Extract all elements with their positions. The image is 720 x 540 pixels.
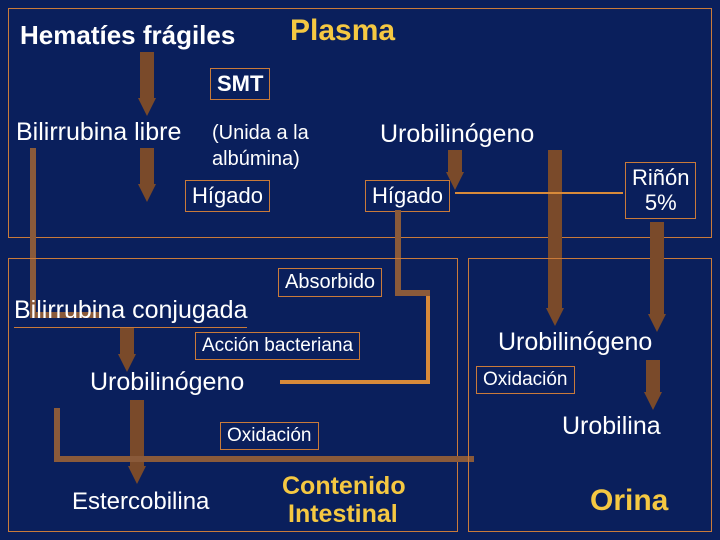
conn-uro-abs-v: [426, 296, 430, 384]
conn-left-right-h2: [54, 456, 474, 462]
arrow-rinon-down-head: [648, 314, 666, 332]
oxidacion-left-box: Oxidación: [220, 422, 319, 450]
urobilinogeno-right: Urobilinógeno: [498, 328, 652, 357]
arrow-conj-down: [120, 328, 134, 356]
urobilinogeno-left: Urobilinógeno: [90, 368, 244, 397]
arrow-uro-esterc-head: [128, 466, 146, 484]
conn-higado-rinon: [455, 192, 623, 194]
intestinal: Intestinal: [288, 500, 398, 529]
higado1-box: Hígado: [185, 180, 270, 212]
absorbido-box: Absorbido: [278, 268, 382, 297]
smt-box: SMT: [210, 68, 270, 100]
unida: (Unida a la: [212, 122, 309, 145]
hematies-label: Hematíes frágiles: [20, 20, 235, 51]
arrow-uro-right2-head: [644, 392, 662, 410]
urobilina: Urobilina: [562, 412, 661, 441]
higado2-box: Hígado: [365, 180, 450, 212]
oxidacion-left-text: Oxidación: [227, 425, 312, 446]
conn-left-right-h: [54, 408, 60, 460]
urobilinogeno-top: Urobilinógeno: [380, 120, 534, 149]
higado2-text: Hígado: [372, 183, 443, 208]
higado1-text: Hígado: [192, 183, 263, 208]
arrow-uro-right2: [646, 360, 660, 394]
conn-uro-abs-h: [280, 380, 430, 384]
arrow-rinon-down: [650, 222, 664, 316]
rinon-pct: 5%: [645, 190, 677, 215]
bilirrubina-libre: Bilirrubina libre: [16, 118, 181, 147]
accion-box: Acción bacteriana: [195, 332, 360, 360]
arrow-bl-down: [140, 148, 154, 186]
accion-text: Acción bacteriana: [202, 335, 353, 356]
rinon-text: Riñón: [632, 165, 689, 190]
absorbido-text: Absorbido: [285, 271, 375, 293]
smt-text: SMT: [217, 71, 263, 96]
arrow-bl-down-head: [138, 184, 156, 202]
estercobilina: Estercobilina: [72, 488, 209, 516]
contenido: Contenido: [282, 472, 406, 501]
arrow-uro-left-down: [448, 150, 462, 174]
arrow-hematies-down: [140, 52, 154, 100]
orina: Orina: [590, 484, 668, 518]
bilirrubina-conj: Bilirrubina conjugada: [14, 296, 247, 328]
arrow-hematies-down-head: [138, 98, 156, 116]
plasma-label: Plasma: [290, 14, 395, 48]
oxidacion-right-text: Oxidación: [483, 369, 568, 390]
albumina: albúmina): [212, 148, 300, 171]
rinon-box: Riñón 5%: [625, 162, 696, 219]
oxidacion-right-box: Oxidación: [476, 366, 575, 394]
arrow-uro-left-down-head: [446, 172, 464, 190]
